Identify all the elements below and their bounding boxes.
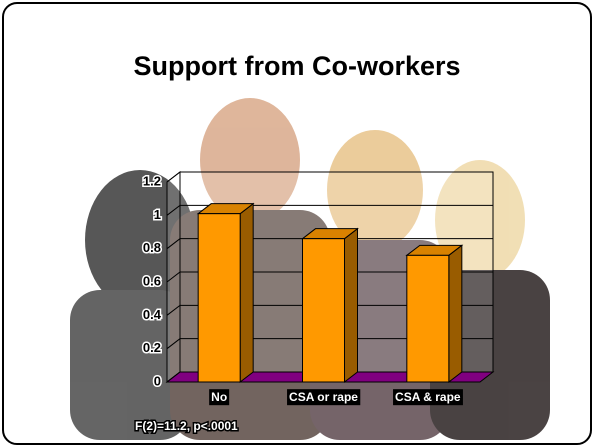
grid-line bbox=[166, 338, 493, 350]
y-tick-label: 0.2 bbox=[143, 340, 161, 355]
grid-line bbox=[166, 204, 493, 216]
bar bbox=[302, 238, 345, 383]
bar bbox=[406, 254, 450, 383]
x-tick-label-bg bbox=[393, 389, 463, 406]
y-tick-label: 0.6 bbox=[143, 273, 161, 288]
x-tick-label: No bbox=[211, 390, 227, 404]
y-tick-label: 1.2 bbox=[143, 173, 161, 188]
bar-side bbox=[344, 227, 358, 384]
y-tick-label: 1 bbox=[154, 207, 161, 222]
bar-side bbox=[448, 244, 463, 384]
x-tick-label: CSA & rape bbox=[395, 390, 461, 404]
x-tick-label: CSA or rape bbox=[289, 390, 358, 404]
y-tick-label: 0.4 bbox=[143, 307, 162, 322]
y-tick-label: 0.8 bbox=[143, 240, 161, 255]
chart-title: Support from Co-workers bbox=[133, 51, 460, 81]
annotation: F(2)=11.2, p<.0001 bbox=[135, 419, 238, 433]
grid-line bbox=[166, 171, 493, 183]
x-tick-label-bg bbox=[209, 389, 230, 406]
bar bbox=[197, 213, 241, 383]
grid-line bbox=[166, 304, 493, 316]
x-tick-label-bg bbox=[287, 389, 361, 406]
grid-line bbox=[166, 271, 493, 283]
grid-line bbox=[166, 371, 493, 383]
y-tick-label: 0 bbox=[154, 373, 161, 388]
bar-side bbox=[239, 202, 254, 384]
grid-line bbox=[166, 238, 493, 250]
